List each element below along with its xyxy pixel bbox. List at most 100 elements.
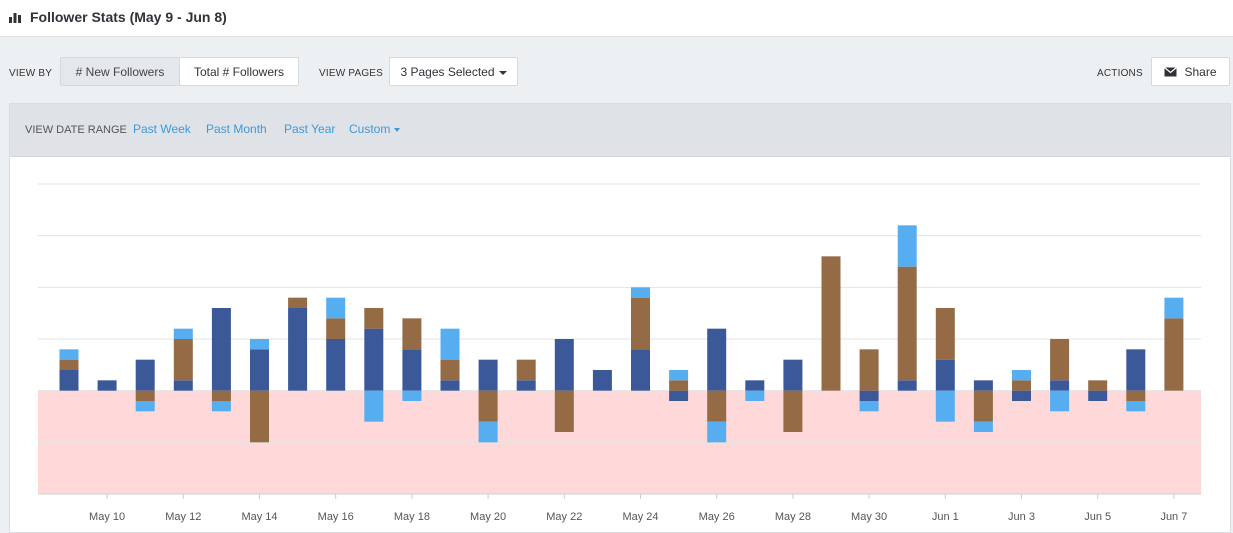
date-range-label: VIEW DATE RANGE (25, 124, 127, 136)
view-pages-label: VIEW PAGES (319, 68, 384, 79)
bar-may-17-s1 (364, 308, 384, 329)
x-tick-label: Jun 7 (1160, 511, 1187, 523)
bar-jun-6-s1 (1126, 390, 1146, 401)
caret-down-icon (498, 70, 507, 75)
bar-may-19-s0 (440, 380, 460, 391)
share-button[interactable]: Share (1151, 57, 1230, 86)
x-tick-label: May 10 (89, 511, 125, 523)
bar-may-18-s1 (402, 318, 422, 350)
bar-may-24-s0 (631, 349, 650, 391)
bar-may-19-s1 (440, 359, 460, 381)
bar-may-12-s0 (173, 380, 193, 391)
bar-chart-icon (9, 13, 21, 23)
x-tick-label: May 20 (470, 511, 506, 523)
bar-may-11-s2 (135, 401, 155, 412)
actions-label: ACTIONS (1097, 68, 1143, 79)
bar-may-20-s1 (478, 390, 498, 422)
bar-may-29-s1 (821, 256, 841, 391)
bar-jun-3-s0 (1012, 390, 1031, 401)
x-tick-label: May 26 (699, 511, 735, 523)
x-tick-label: Jun 3 (1008, 511, 1035, 523)
bar-may-17-s0 (364, 328, 384, 391)
bar-may-9-s0 (59, 370, 79, 391)
bar-may-25-s2 (669, 370, 689, 381)
bar-may-15-s0 (288, 308, 308, 391)
past-month-link[interactable]: Past Month (206, 122, 267, 136)
bar-may-9-s2 (59, 349, 79, 360)
bar-jun-4-s1 (1050, 339, 1070, 381)
bar-jun-1-s1 (935, 308, 955, 360)
bar-may-27-s0 (745, 380, 765, 391)
bar-may-17-s2 (364, 390, 384, 422)
bar-may-22-s1 (554, 390, 574, 432)
bar-may-28-s1 (783, 390, 803, 432)
bar-jun-3-s1 (1012, 380, 1031, 391)
bar-jun-7-s2 (1164, 297, 1184, 319)
bar-jun-2-s2 (973, 421, 993, 432)
bar-may-27-s2 (745, 390, 765, 401)
bar-jun-6-s2 (1126, 401, 1146, 412)
bar-jun-2-s1 (973, 390, 993, 422)
bar-may-19-s2 (440, 328, 460, 360)
x-tick-label: May 28 (775, 511, 811, 523)
date-range-bar: VIEW DATE RANGE Past Week Past Month Pas… (10, 104, 1230, 157)
bar-may-30-s0 (859, 390, 879, 401)
past-week-link[interactable]: Past Week (133, 122, 191, 136)
x-tick-label: May 18 (394, 511, 430, 523)
page-title: Follower Stats (May 9 - Jun 8) (30, 9, 227, 25)
bar-may-25-s0 (669, 390, 689, 401)
x-tick-label: May 16 (318, 511, 354, 523)
bar-may-12-s1 (173, 339, 193, 381)
bar-may-26-s0 (707, 328, 727, 391)
past-year-link[interactable]: Past Year (284, 122, 336, 136)
bar-may-15-s1 (288, 297, 308, 308)
bar-jun-1-s2 (935, 390, 955, 422)
bar-may-13-s0 (211, 308, 231, 391)
bar-may-18-s0 (402, 349, 422, 391)
bar-may-16-s1 (326, 318, 346, 339)
bar-may-14-s0 (250, 349, 269, 391)
bar-jun-5-s0 (1088, 390, 1108, 401)
x-tick-label: May 30 (851, 511, 887, 523)
bar-may-30-s1 (859, 349, 879, 391)
x-tick-label: May 14 (241, 511, 277, 523)
bar-jun-2-s0 (973, 380, 993, 391)
new-followers-button[interactable]: # New Followers (60, 57, 180, 86)
envelope-icon (1164, 66, 1178, 76)
view-by-label: VIEW BY (9, 68, 53, 79)
bar-may-16-s2 (326, 297, 346, 319)
bar-may-26-s2 (707, 421, 727, 443)
bar-may-24-s1 (631, 297, 650, 350)
bar-jun-4-s2 (1050, 390, 1070, 412)
bar-may-31-s2 (897, 225, 917, 267)
caret-down-icon (394, 127, 401, 132)
bar-jun-7-s1 (1164, 318, 1184, 391)
bar-jun-6-s0 (1126, 349, 1146, 391)
x-tick-label: Jun 1 (932, 511, 959, 523)
pages-dropdown-label: 3 Pages Selected (400, 64, 495, 79)
bar-may-26-s1 (707, 390, 727, 422)
bar-may-11-s1 (135, 390, 155, 401)
pages-dropdown[interactable]: 3 Pages Selected (389, 57, 518, 86)
x-tick-label: May 22 (546, 511, 582, 523)
bar-may-31-s1 (897, 266, 917, 381)
share-label: Share (1184, 64, 1217, 79)
bar-may-20-s0 (478, 359, 498, 391)
custom-range-label: Custom (349, 122, 391, 136)
bar-may-9-s1 (59, 359, 79, 370)
bar-may-13-s2 (211, 401, 231, 412)
bar-may-31-s0 (897, 380, 917, 391)
bar-may-22-s0 (554, 339, 574, 391)
bar-jun-3-s2 (1012, 370, 1031, 381)
bar-may-14-s1 (250, 390, 269, 443)
bar-jun-1-s0 (935, 359, 955, 391)
total-followers-button[interactable]: Total # Followers (179, 57, 299, 86)
bar-may-12-s2 (173, 328, 193, 339)
custom-range-dropdown[interactable]: Custom (349, 122, 401, 136)
bar-may-20-s2 (478, 421, 498, 443)
bar-may-10-s0 (97, 380, 117, 391)
bar-may-23-s0 (592, 370, 612, 391)
x-tick-label: Jun 5 (1084, 511, 1111, 523)
bar-may-21-s1 (516, 359, 536, 381)
